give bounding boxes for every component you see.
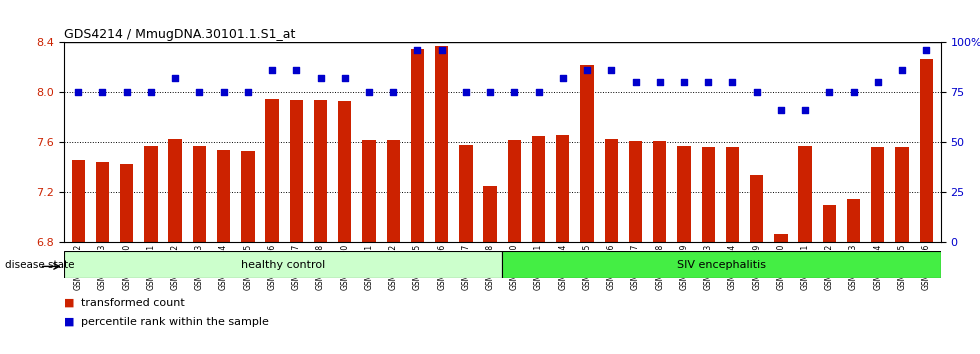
Point	[627, 80, 643, 85]
Point	[918, 48, 934, 53]
Bar	[847, 199, 860, 242]
Bar	[653, 141, 666, 242]
Bar	[532, 136, 545, 242]
Bar	[241, 151, 255, 242]
Bar	[774, 234, 788, 242]
Point	[216, 90, 231, 95]
Point	[676, 80, 692, 85]
Bar	[144, 146, 158, 242]
Point	[894, 68, 909, 73]
Bar	[557, 135, 569, 242]
Point	[71, 90, 86, 95]
Bar	[580, 65, 594, 242]
Bar	[193, 146, 206, 242]
Bar	[411, 49, 424, 242]
Bar	[266, 99, 278, 242]
Point	[870, 80, 886, 85]
Point	[362, 90, 377, 95]
Bar	[120, 164, 133, 242]
Bar	[460, 145, 472, 242]
Bar	[750, 175, 763, 242]
Point	[458, 90, 473, 95]
Point	[240, 90, 256, 95]
Text: disease state: disease state	[5, 260, 74, 270]
Point	[191, 90, 207, 95]
Bar	[338, 101, 352, 242]
Point	[701, 80, 716, 85]
Bar	[72, 160, 85, 242]
Point	[579, 68, 595, 73]
Point	[798, 108, 813, 113]
Point	[119, 90, 134, 95]
Point	[821, 90, 837, 95]
Point	[846, 90, 861, 95]
Point	[288, 68, 304, 73]
Point	[531, 90, 547, 95]
Point	[652, 80, 667, 85]
Bar	[508, 140, 521, 242]
Text: ■: ■	[64, 317, 74, 327]
Text: percentile rank within the sample: percentile rank within the sample	[81, 317, 270, 327]
Point	[434, 48, 450, 53]
Text: transformed count: transformed count	[81, 298, 185, 308]
Point	[604, 68, 619, 73]
Bar	[314, 100, 327, 242]
Text: ■: ■	[64, 298, 74, 308]
Point	[749, 90, 764, 95]
Bar	[677, 146, 691, 242]
Bar	[871, 148, 885, 242]
Bar	[435, 46, 448, 242]
Point	[773, 108, 789, 113]
Point	[555, 76, 570, 81]
Text: GDS4214 / MmugDNA.30101.1.S1_at: GDS4214 / MmugDNA.30101.1.S1_at	[64, 28, 295, 41]
Text: healthy control: healthy control	[241, 259, 325, 270]
Bar	[605, 139, 618, 242]
Bar	[629, 141, 642, 242]
Bar	[822, 205, 836, 242]
Text: SIV encephalitis: SIV encephalitis	[677, 259, 766, 270]
Bar	[726, 148, 739, 242]
Bar	[702, 148, 714, 242]
Point	[482, 90, 498, 95]
Bar	[64, 251, 502, 278]
Bar	[217, 150, 230, 242]
Point	[507, 90, 522, 95]
Point	[724, 80, 740, 85]
Bar	[919, 59, 933, 242]
Point	[337, 76, 353, 81]
Point	[265, 68, 280, 73]
Bar	[896, 148, 908, 242]
Point	[313, 76, 328, 81]
Point	[168, 76, 183, 81]
Bar	[290, 100, 303, 242]
Point	[410, 48, 425, 53]
Bar	[386, 140, 400, 242]
Point	[95, 90, 111, 95]
Bar	[169, 139, 182, 242]
Bar	[483, 186, 497, 242]
Bar	[502, 251, 941, 278]
Bar	[363, 140, 375, 242]
Bar	[799, 146, 811, 242]
Bar	[96, 162, 109, 242]
Point	[385, 90, 401, 95]
Point	[143, 90, 159, 95]
